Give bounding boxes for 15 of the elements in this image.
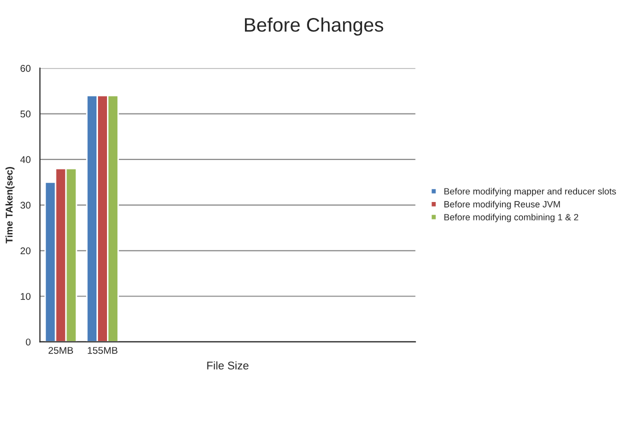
x-tick-label: 25MB	[48, 346, 73, 354]
y-tick-label: 40	[20, 156, 31, 164]
y-tick-label: 0	[26, 338, 31, 346]
y-axis-title: Time TAken(sec)	[5, 167, 15, 244]
chart-title: Before Changes	[244, 17, 384, 36]
legend-label: Before modifying combining 1 & 2	[444, 214, 578, 222]
y-tick-label: 20	[20, 247, 31, 254]
y-tick-label: 10	[20, 292, 31, 300]
legend-label: Before modifying mapper and reducer slots	[444, 188, 616, 196]
y-tick-label: 30	[20, 202, 31, 209]
x-axis-title: File Size	[207, 361, 248, 370]
y-tick-label: 60	[20, 64, 31, 72]
x-tick-label: 155MB	[88, 347, 118, 354]
y-tick-label: 50	[20, 110, 31, 118]
legend-label: Before modifying Reuse JVM	[444, 200, 560, 210]
